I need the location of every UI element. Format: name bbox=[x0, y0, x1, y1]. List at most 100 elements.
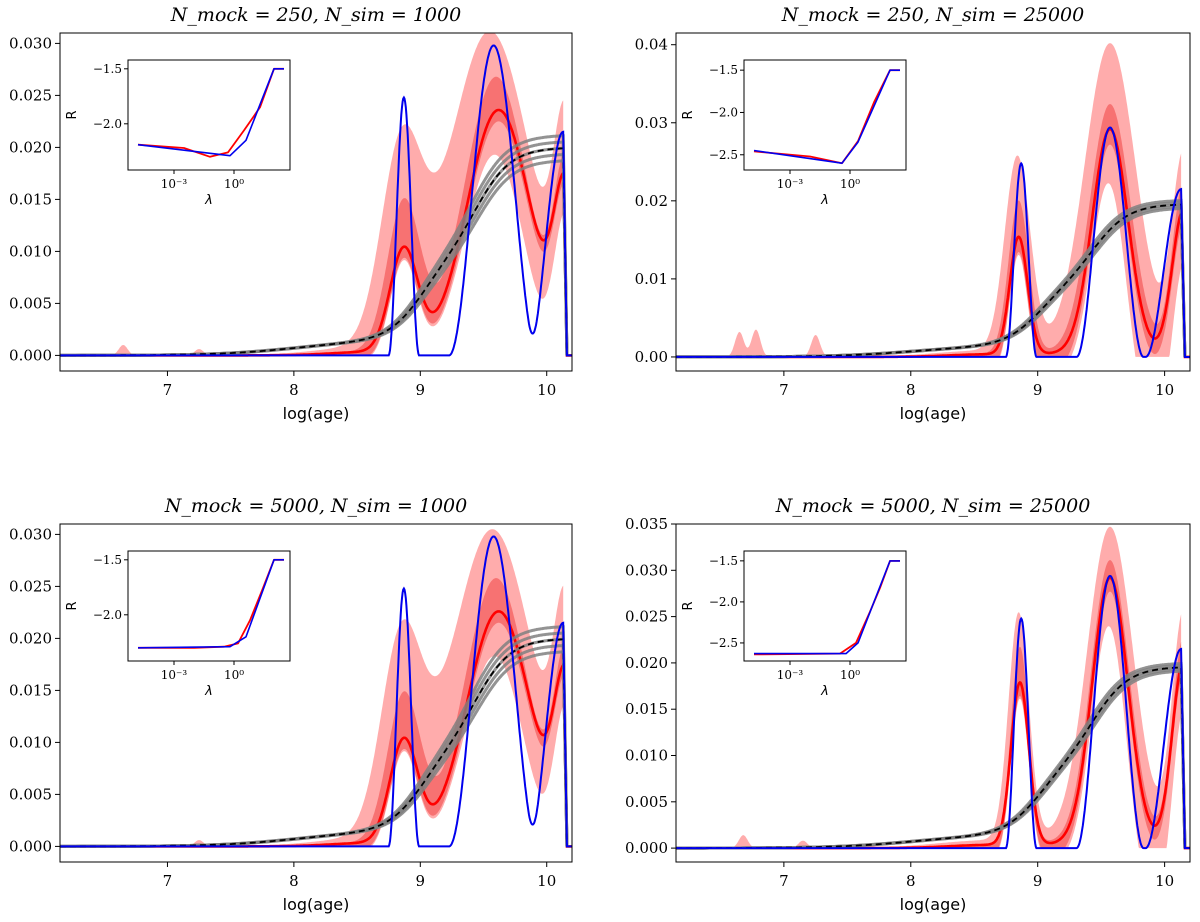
x-tick-label: 8 bbox=[289, 381, 299, 399]
inset-y-tick-label: −2.5 bbox=[709, 148, 738, 162]
y-tick-label: 0.015 bbox=[9, 190, 52, 208]
panel-3: 7 8 9 10 0.000 0.005 0.010 0.015 0.020 0.025 0.030… bbox=[9, 495, 573, 914]
x-axis-label: log(age) bbox=[283, 404, 350, 423]
inset-y-label: R bbox=[681, 110, 696, 119]
panel-2: 7 8 9 10 0.00 0.01 0.02 0.03 0.04 log(age) N_mock … bbox=[635, 4, 1191, 423]
y-tick-label: 0.025 bbox=[9, 86, 52, 104]
y-tick-label: 0.000 bbox=[625, 839, 668, 857]
y-tick-label: 0.020 bbox=[9, 138, 52, 156]
inset-x-tick-label: 10⁰ bbox=[840, 668, 860, 682]
y-tick-label: 0.030 bbox=[625, 561, 668, 579]
inset: 10⁻³ 10⁰ −2.5 −2.0 −1.5 λ R bbox=[681, 550, 907, 699]
inset-y-label: R bbox=[65, 110, 80, 119]
inset-x-label: λ bbox=[204, 193, 213, 208]
x-tick-label: 8 bbox=[289, 872, 299, 890]
y-tick-label: 0.010 bbox=[9, 242, 52, 260]
panel-title: N_mock = 5000, N_sim = 25000 bbox=[775, 495, 1091, 517]
y-tick-label: 0.030 bbox=[9, 525, 52, 543]
x-tick-label: 10 bbox=[537, 872, 556, 890]
plot-area bbox=[676, 526, 1190, 850]
inset-truth-line bbox=[754, 560, 900, 655]
inset-x-tick-label: 10⁻³ bbox=[161, 177, 188, 191]
y-tick-label: 0.000 bbox=[9, 346, 52, 364]
band-inner bbox=[60, 578, 564, 847]
inset-truth-line bbox=[137, 559, 284, 649]
inset: 10⁻³ 10⁰ −2.0 −1.5 λ R bbox=[65, 59, 291, 208]
x-axis-label: log(age) bbox=[900, 404, 967, 423]
x-tick-label: 10 bbox=[1155, 381, 1174, 399]
gray-cumulative-line bbox=[676, 662, 1187, 850]
inset-frame bbox=[743, 550, 907, 662]
x-tick-label: 7 bbox=[163, 381, 173, 399]
y-tick-label: 0.010 bbox=[9, 733, 52, 751]
x-axis-label: log(age) bbox=[283, 895, 350, 914]
panel-title: N_mock = 250, N_sim = 1000 bbox=[170, 4, 461, 26]
gray-cumulative-line bbox=[60, 140, 569, 357]
y-tick-label: 0.030 bbox=[9, 34, 52, 52]
band-inner bbox=[60, 76, 564, 356]
truth-line bbox=[60, 44, 572, 357]
truth-line bbox=[676, 574, 1190, 850]
plot-area bbox=[60, 529, 572, 848]
inset-y-tick-label: −2.5 bbox=[709, 636, 738, 650]
y-tick-label: 0.02 bbox=[635, 192, 668, 210]
inset-y-tick-label: −2.0 bbox=[709, 105, 738, 119]
inset-y-tick-label: −1.5 bbox=[93, 553, 122, 567]
x-tick-label: 7 bbox=[779, 872, 789, 890]
x-tick-label: 10 bbox=[1155, 872, 1174, 890]
x-tick-label: 8 bbox=[906, 872, 916, 890]
inset-y-label: R bbox=[65, 601, 80, 610]
inset-x-label: λ bbox=[820, 193, 829, 208]
y-tick-label: 0.01 bbox=[635, 270, 668, 288]
panel-4: 7 8 9 10 0.000 0.005 0.010 0.015 0.020 0.025 0.030… bbox=[625, 495, 1191, 914]
truth-line bbox=[60, 535, 572, 848]
inset-truth-line bbox=[753, 69, 900, 164]
y-tick-label: 0.00 bbox=[635, 348, 668, 366]
y-tick-label: 0.035 bbox=[625, 515, 668, 533]
y-tick-label: 0.010 bbox=[625, 747, 668, 765]
y-tick-label: 0.015 bbox=[9, 681, 52, 699]
x-tick-label: 7 bbox=[779, 381, 789, 399]
inset-y-tick-label: −2.0 bbox=[709, 595, 738, 609]
inset-y-tick-label: −1.5 bbox=[709, 63, 738, 77]
inset-y-tick-label: −2.0 bbox=[93, 117, 122, 131]
panel-title: N_mock = 250, N_sim = 25000 bbox=[781, 4, 1085, 26]
inset-frame bbox=[743, 59, 907, 171]
inset: 10⁻³ 10⁰ −2.5 −2.0 −1.5 λ R bbox=[681, 59, 907, 208]
inset-frame bbox=[127, 59, 291, 171]
x-axis-label: log(age) bbox=[900, 895, 967, 914]
x-tick-label: 9 bbox=[1033, 381, 1043, 399]
panel-1: 7 8 9 10 0.000 0.005 0.010 0.015 0.020 0.025 0.030… bbox=[9, 4, 573, 423]
axes-frame bbox=[59, 32, 573, 372]
x-tick-label: 7 bbox=[163, 872, 173, 890]
y-tick-label: 0.025 bbox=[9, 577, 52, 595]
y-tick-label: 0.020 bbox=[625, 654, 668, 672]
y-tick-label: 0.015 bbox=[625, 700, 668, 718]
band-outer bbox=[676, 43, 1182, 357]
x-tick-label: 9 bbox=[416, 872, 426, 890]
inset-x-tick-label: 10⁻³ bbox=[161, 668, 188, 682]
y-tick-label: 0.04 bbox=[635, 36, 668, 54]
inset-y-tick-label: −1.5 bbox=[709, 554, 738, 568]
x-tick-label: 9 bbox=[416, 381, 426, 399]
x-tick-label: 9 bbox=[1033, 872, 1043, 890]
inset-y-label: R bbox=[681, 601, 696, 610]
truth-line bbox=[676, 126, 1190, 358]
y-tick-label: 0.000 bbox=[9, 837, 52, 855]
inset-frame bbox=[127, 550, 291, 662]
y-tick-label: 0.005 bbox=[625, 793, 668, 811]
axes-frame bbox=[675, 32, 1191, 372]
gray-cumulative-line bbox=[676, 198, 1187, 359]
y-tick-label: 0.005 bbox=[9, 294, 52, 312]
axes-frame bbox=[59, 523, 573, 863]
x-tick-label: 10 bbox=[537, 381, 556, 399]
inset-y-tick-label: −1.5 bbox=[93, 62, 122, 76]
cumulative-dashed-line bbox=[676, 666, 1190, 850]
inset-x-tick-label: 10⁻³ bbox=[777, 177, 804, 191]
panel-title: N_mock = 5000, N_sim = 1000 bbox=[164, 495, 468, 517]
inset: 10⁻³ 10⁰ −2.0 −1.5 λ R bbox=[65, 550, 291, 699]
y-tick-label: 0.03 bbox=[635, 114, 668, 132]
axes-frame bbox=[675, 523, 1191, 863]
inset-y-tick-label: −2.0 bbox=[93, 608, 122, 622]
